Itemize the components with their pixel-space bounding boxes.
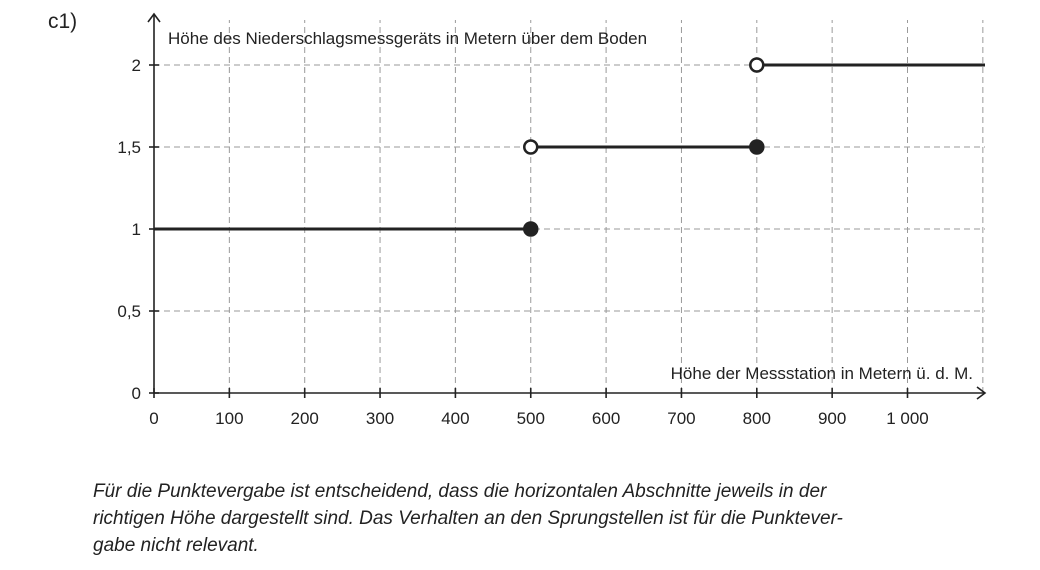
note-line: Für die Punktevergabe ist entscheidend, …: [93, 481, 827, 502]
y-tick-label: 0: [132, 384, 141, 403]
closed-endpoint: [749, 139, 765, 155]
x-axis-arrow: [976, 386, 987, 400]
y-tick-label: 1: [132, 220, 141, 239]
x-tick-label: 400: [441, 409, 469, 428]
note-line: richtigen Höhe dargestellt sind. Das Ver…: [93, 508, 843, 529]
task-label: c1): [48, 10, 78, 33]
closed-endpoint: [523, 221, 539, 237]
y-axis-arrow: [147, 12, 161, 23]
x-tick-label: 200: [291, 409, 319, 428]
note-line: gabe nicht relevant.: [93, 535, 259, 556]
x-tick-label: 900: [818, 409, 846, 428]
x-tick-label: 800: [743, 409, 771, 428]
y-tick-label: 1,5: [117, 138, 141, 157]
x-tick-label: 500: [517, 409, 545, 428]
x-axis-title: Höhe der Messstation in Metern ü. d. M.: [671, 364, 973, 383]
x-tick-label: 1 000: [886, 409, 929, 428]
open-endpoint: [523, 139, 539, 155]
open-endpoint: [749, 57, 765, 73]
x-tick-label: 0: [149, 409, 158, 428]
step-function-chart: 0 100 200 300 400 500 600 700 800 900 1 000 0 0,5 1 1,…: [117, 12, 987, 428]
x-tick-label: 300: [366, 409, 394, 428]
y-axis-title: Höhe des Niederschlagsmessgeräts in Mete…: [168, 29, 647, 48]
y-tick-label: 0,5: [117, 302, 141, 321]
x-tick-label: 100: [215, 409, 243, 428]
y-tick-label: 2: [132, 56, 141, 75]
scoring-note: Für die Punktevergabe ist entscheidend, …: [93, 478, 993, 559]
x-tick-label: 600: [592, 409, 620, 428]
x-tick-label: 700: [667, 409, 695, 428]
